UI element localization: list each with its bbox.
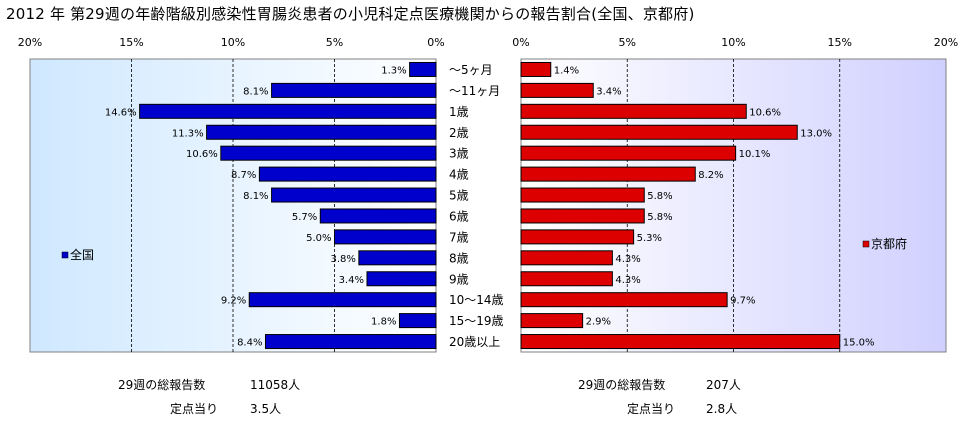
chart-title: 2012 年 第29週の年齢階級別感染性胃腸炎患者の小児科定点医療機関からの報告… <box>6 5 695 23</box>
national-data-label: 8.7% <box>231 170 256 181</box>
kyoto-data-label: 5.3% <box>637 233 662 244</box>
category-label: 6歳 <box>449 209 469 223</box>
national-data-label: 8.1% <box>243 86 268 97</box>
kyoto-bar <box>520 208 645 224</box>
kyoto-data-label: 3.4% <box>596 86 621 97</box>
right-total-value: 207人 <box>706 378 741 392</box>
category-label: 5歳 <box>449 189 469 203</box>
category-label: 10～14歳 <box>449 293 504 307</box>
national-bar <box>409 61 437 77</box>
category-label: 2歳 <box>449 126 469 140</box>
kyoto-data-label: 15.0% <box>843 338 875 349</box>
legend-swatch-kyoto <box>862 240 870 248</box>
national-data-label: 5.0% <box>306 233 331 244</box>
category-label: 7歳 <box>449 230 469 244</box>
category-label: 4歳 <box>449 168 469 182</box>
national-data-label: 1.8% <box>371 317 396 328</box>
national-bar <box>271 187 437 203</box>
kyoto-bar <box>520 145 737 161</box>
category-label: ～11ヶ月 <box>449 84 500 98</box>
kyoto-data-label: 10.6% <box>749 107 781 118</box>
left-total-label: 29週の総報告数 <box>118 378 206 392</box>
kyoto-bar <box>520 166 696 182</box>
right-tick-label: 10% <box>721 36 745 49</box>
category-label: 1歳 <box>449 105 469 119</box>
left-per-value: 3.5人 <box>250 402 282 416</box>
national-bar <box>248 292 437 308</box>
kyoto-data-label: 4.3% <box>615 275 640 286</box>
kyoto-bar <box>520 61 552 77</box>
national-bar <box>271 82 437 98</box>
kyoto-data-label: 1.4% <box>554 65 579 76</box>
national-bar <box>358 250 437 266</box>
national-data-label: 14.6% <box>105 107 137 118</box>
national-bar <box>398 313 437 329</box>
left-tick-label: 20% <box>18 36 42 49</box>
national-data-label: 5.7% <box>292 212 317 223</box>
right-tick-label: 20% <box>934 36 958 49</box>
national-bar <box>220 145 437 161</box>
legend-swatch-national <box>61 251 69 259</box>
kyoto-bar <box>520 250 613 266</box>
national-bar <box>264 334 437 350</box>
left-total-value: 11058人 <box>250 378 301 392</box>
right-tick-label: 15% <box>828 36 852 49</box>
kyoto-bar <box>520 187 645 203</box>
kyoto-bar <box>520 82 594 98</box>
national-data-label: 3.4% <box>339 275 364 286</box>
kyoto-data-label: 10.1% <box>739 149 771 160</box>
category-label: 3歳 <box>449 147 469 161</box>
left-tick-label: 10% <box>221 36 245 49</box>
national-data-label: 8.1% <box>243 191 268 202</box>
kyoto-bar <box>520 292 728 308</box>
kyoto-data-label: 8.2% <box>698 170 723 181</box>
left-tick-label: 0% <box>427 36 444 49</box>
kyoto-data-label: 2.9% <box>586 317 611 328</box>
right-tick-label: 0% <box>512 36 529 49</box>
national-bar <box>206 124 437 140</box>
right-tick-label: 5% <box>619 36 636 49</box>
category-label: 15～19歳 <box>449 314 504 328</box>
kyoto-bar <box>520 103 747 119</box>
right-per-value: 2.8人 <box>706 402 738 416</box>
left-tick-label: 5% <box>326 36 343 49</box>
kyoto-data-label: 4.3% <box>615 254 640 265</box>
kyoto-bar <box>520 229 635 245</box>
kyoto-data-label: 5.8% <box>647 212 672 223</box>
national-bar <box>366 271 437 287</box>
kyoto-data-label: 5.8% <box>647 191 672 202</box>
category-label: ～5ヶ月 <box>449 63 493 77</box>
national-data-label: 8.4% <box>237 338 262 349</box>
national-bar <box>139 103 437 119</box>
national-data-label: 3.8% <box>330 254 355 265</box>
legend-label-national: 全国 <box>70 247 94 262</box>
left-per-label: 定点当り <box>170 402 219 416</box>
kyoto-bar <box>520 334 841 350</box>
national-bar <box>319 208 437 224</box>
kyoto-data-label: 9.7% <box>730 296 755 307</box>
category-label: 9歳 <box>449 272 469 286</box>
national-data-label: 10.6% <box>186 149 218 160</box>
kyoto-bar <box>520 313 584 329</box>
category-label: 20歳以上 <box>449 335 500 349</box>
kyoto-bar <box>520 124 798 140</box>
national-bar <box>258 166 437 182</box>
kyoto-bar <box>520 271 613 287</box>
legend-label-kyoto: 京都府 <box>871 236 907 251</box>
national-data-label: 9.2% <box>221 296 246 307</box>
national-data-label: 1.3% <box>381 65 406 76</box>
category-label: 8歳 <box>449 251 469 265</box>
national-data-label: 11.3% <box>172 128 204 139</box>
left-tick-label: 15% <box>119 36 143 49</box>
right-per-label: 定点当り <box>627 402 676 416</box>
right-total-label: 29週の総報告数 <box>578 378 666 392</box>
kyoto-data-label: 13.0% <box>800 128 832 139</box>
national-bar <box>334 229 437 245</box>
